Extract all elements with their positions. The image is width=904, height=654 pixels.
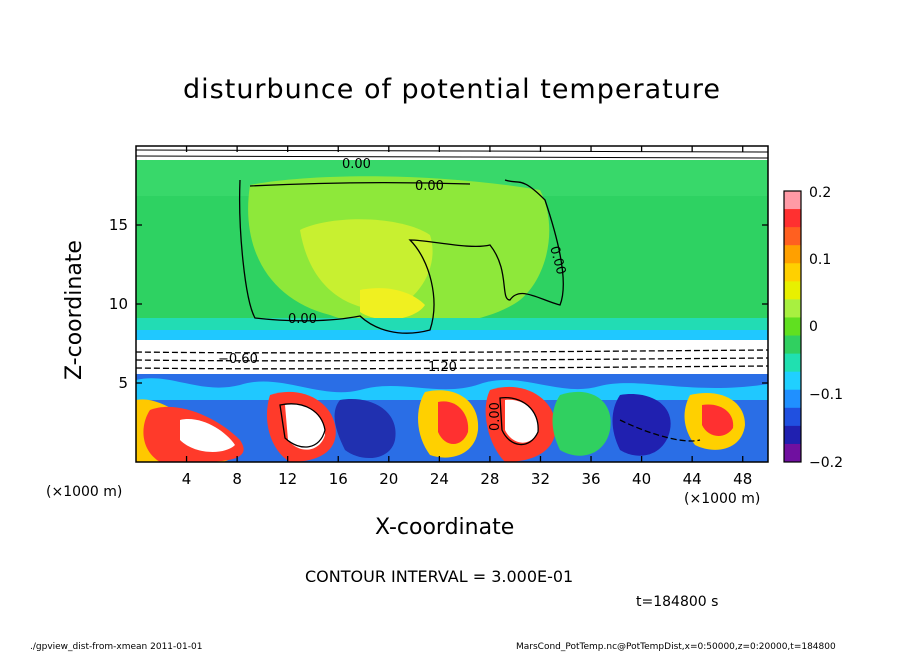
x-unit-right: (×1000 m)	[684, 491, 761, 507]
colorbar-label: 0.1	[809, 252, 831, 268]
contour-label: 0.00	[488, 402, 503, 431]
y-tick-label: 10	[109, 295, 128, 313]
contour-label: 0.00	[288, 312, 317, 327]
x-tick-label: 48	[733, 470, 752, 488]
colorbar-swatch	[784, 353, 801, 373]
colorbar-swatch	[784, 227, 801, 246]
time-label: t=184800 s	[636, 594, 719, 610]
field-patch-6	[334, 399, 396, 459]
colorbar-label: −0.2	[809, 455, 843, 471]
contour-label: 0.00	[342, 157, 371, 172]
field-plume-core	[300, 219, 433, 311]
colorbar-swatch	[784, 371, 801, 391]
x-tick-label: 32	[531, 470, 550, 488]
y-tick-label: 15	[109, 216, 128, 234]
contour-neg-1	[136, 349, 768, 354]
contour-0-top	[249, 182, 471, 187]
x-tick-label: 8	[232, 470, 242, 488]
footer-left: ./gpview_dist-from-xmean 2011-01-01	[30, 642, 203, 652]
field-patch-12	[612, 394, 671, 456]
contour-top-lines	[136, 149, 768, 159]
field-lightblue-band	[136, 330, 768, 342]
heatmap-field	[136, 146, 768, 462]
contour-low-3	[619, 419, 701, 442]
colorbar-swatch	[784, 407, 801, 427]
contour-label: −0.60	[218, 352, 258, 367]
x-axis-label: X-coordinate	[375, 515, 515, 540]
x-tick-label: 4	[182, 470, 192, 488]
contour-0-loop	[239, 179, 564, 334]
colorbar-swatch	[784, 317, 801, 337]
x-tick-label: 20	[379, 470, 398, 488]
contour-label: 1.20	[428, 360, 457, 375]
colorbar-swatch	[784, 335, 801, 355]
colorbar-label: −0.1	[809, 387, 843, 403]
contour-low-2	[499, 397, 539, 446]
colorbar-swatch	[784, 281, 801, 300]
colorbar-swatch	[784, 299, 801, 318]
field-patch-14	[702, 404, 734, 436]
contour-neg-2	[136, 357, 768, 362]
x-tick-label: 28	[480, 470, 499, 488]
x-tick-label: 36	[581, 470, 600, 488]
x-ticks: 4 8 12 16 20 24 28 32 36 40 44 48	[182, 146, 752, 488]
chart-title: disturbunce of potential temperature	[183, 74, 721, 105]
colorbar-swatch	[784, 245, 801, 264]
field-patch-11	[552, 391, 611, 456]
contour-label: 0.00	[415, 179, 444, 194]
colorbar-swatch	[784, 389, 801, 409]
colorbar	[783, 190, 802, 463]
contour-lines	[136, 149, 768, 448]
colorbar-swatch	[784, 191, 801, 210]
colorbar-labels: 0.2 0.1 0 −0.1 −0.2	[809, 185, 843, 471]
x-tick-label: 16	[329, 470, 348, 488]
colorbar-frame	[783, 190, 802, 463]
colorbar-swatch	[784, 209, 801, 228]
y-tick-label: 5	[118, 374, 128, 392]
field-patch-8	[438, 401, 469, 444]
contour-low-1	[279, 403, 326, 448]
field-plume-hot	[360, 288, 425, 320]
colorbar-swatch	[784, 443, 801, 463]
field-patch-3	[180, 419, 235, 452]
field-cyan-band	[136, 318, 768, 332]
contour-neg-3	[136, 365, 768, 370]
contour-label: 0.00	[546, 245, 568, 277]
colorbar-label: 0	[809, 319, 818, 335]
contour-interval: CONTOUR INTERVAL = 3.000E-01	[305, 567, 574, 586]
x-tick-label: 12	[278, 470, 297, 488]
x-unit-left: (×1000 m)	[46, 484, 123, 500]
field-patch-5	[285, 404, 325, 450]
field-patch-10	[505, 399, 539, 443]
footer-right: MarsCond_PotTemp.nc@PotTempDist,x=0:5000…	[516, 642, 836, 652]
colorbar-swatch	[784, 425, 801, 445]
x-tick-label: 44	[683, 470, 702, 488]
x-tick-label: 24	[430, 470, 449, 488]
colorbar-label: 0.2	[809, 185, 831, 201]
contour-label-group: 0.00 0.00 0.00 0.00 0.00 −0.60 1.20	[218, 157, 568, 431]
colorbar-swatch	[784, 263, 801, 282]
x-tick-label: 40	[632, 470, 651, 488]
y-ticks: 5 10 15	[109, 216, 768, 392]
